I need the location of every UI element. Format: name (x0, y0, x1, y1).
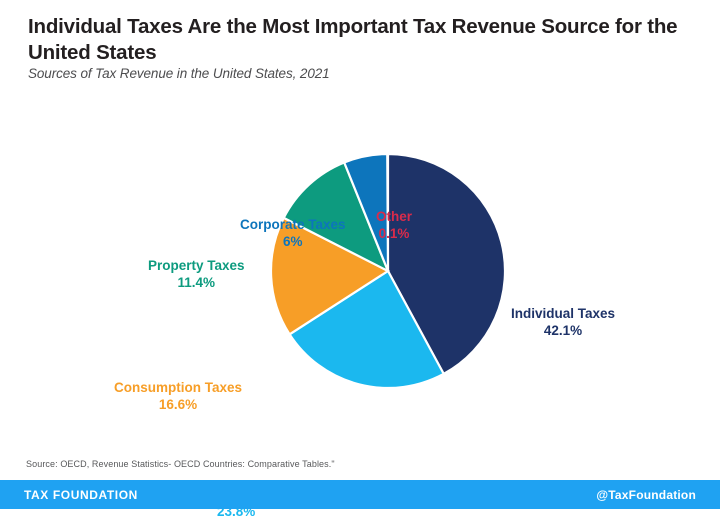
pie-slice-property-taxes[interactable] (282, 161, 391, 274)
pie-slice-individual-taxes[interactable] (386, 152, 507, 376)
pie-slice-consumption-taxes[interactable] (269, 216, 391, 336)
slice-label-value: 16.6% (158, 397, 198, 412)
pie-chart-svg (269, 152, 507, 390)
slice-label-name: Property Taxes (148, 258, 245, 273)
pie-slice-other[interactable] (386, 153, 389, 272)
chart-page: Individual Taxes Are the Most Important … (0, 15, 720, 519)
slice-label-consumption-taxes: Consumption Taxes 16.6% (114, 379, 242, 413)
pie-slice-social-insurance-taxes[interactable] (288, 269, 446, 390)
page-subtitle: Sources of Tax Revenue in the United Sta… (28, 66, 330, 81)
slice-label-value: 6% (283, 234, 303, 249)
slice-label-value: 11.4% (177, 275, 216, 290)
pie-slice-group (269, 152, 507, 390)
footer-bar: TAX FOUNDATION @TaxFoundation (0, 480, 720, 509)
slice-label-corporate-taxes: Corporate Taxes 6% (240, 216, 346, 250)
slice-label-name: Consumption Taxes (114, 380, 243, 395)
slice-label-name: Individual Taxes (511, 306, 616, 321)
pie-chart: Individual Taxes 42.1% Social Insurance … (0, 96, 720, 519)
slice-label-value: 0.1% (378, 226, 410, 241)
slice-label-name: Corporate Taxes (240, 217, 346, 232)
slice-label-other: Other 0.1% (376, 208, 412, 242)
slice-label-name: Other (376, 209, 413, 224)
source-note: Source: OECD, Revenue Statistics- OECD C… (26, 459, 335, 469)
slice-label-value: 42.1% (543, 323, 583, 338)
slice-label-property-taxes: Property Taxes 11.4% (148, 257, 245, 291)
footer-brand: TAX FOUNDATION (24, 487, 138, 502)
page-title: Individual Taxes Are the Most Important … (28, 15, 678, 64)
slice-label-individual-taxes: Individual Taxes 42.1% (511, 305, 615, 339)
footer-handle[interactable]: @TaxFoundation (596, 487, 696, 502)
